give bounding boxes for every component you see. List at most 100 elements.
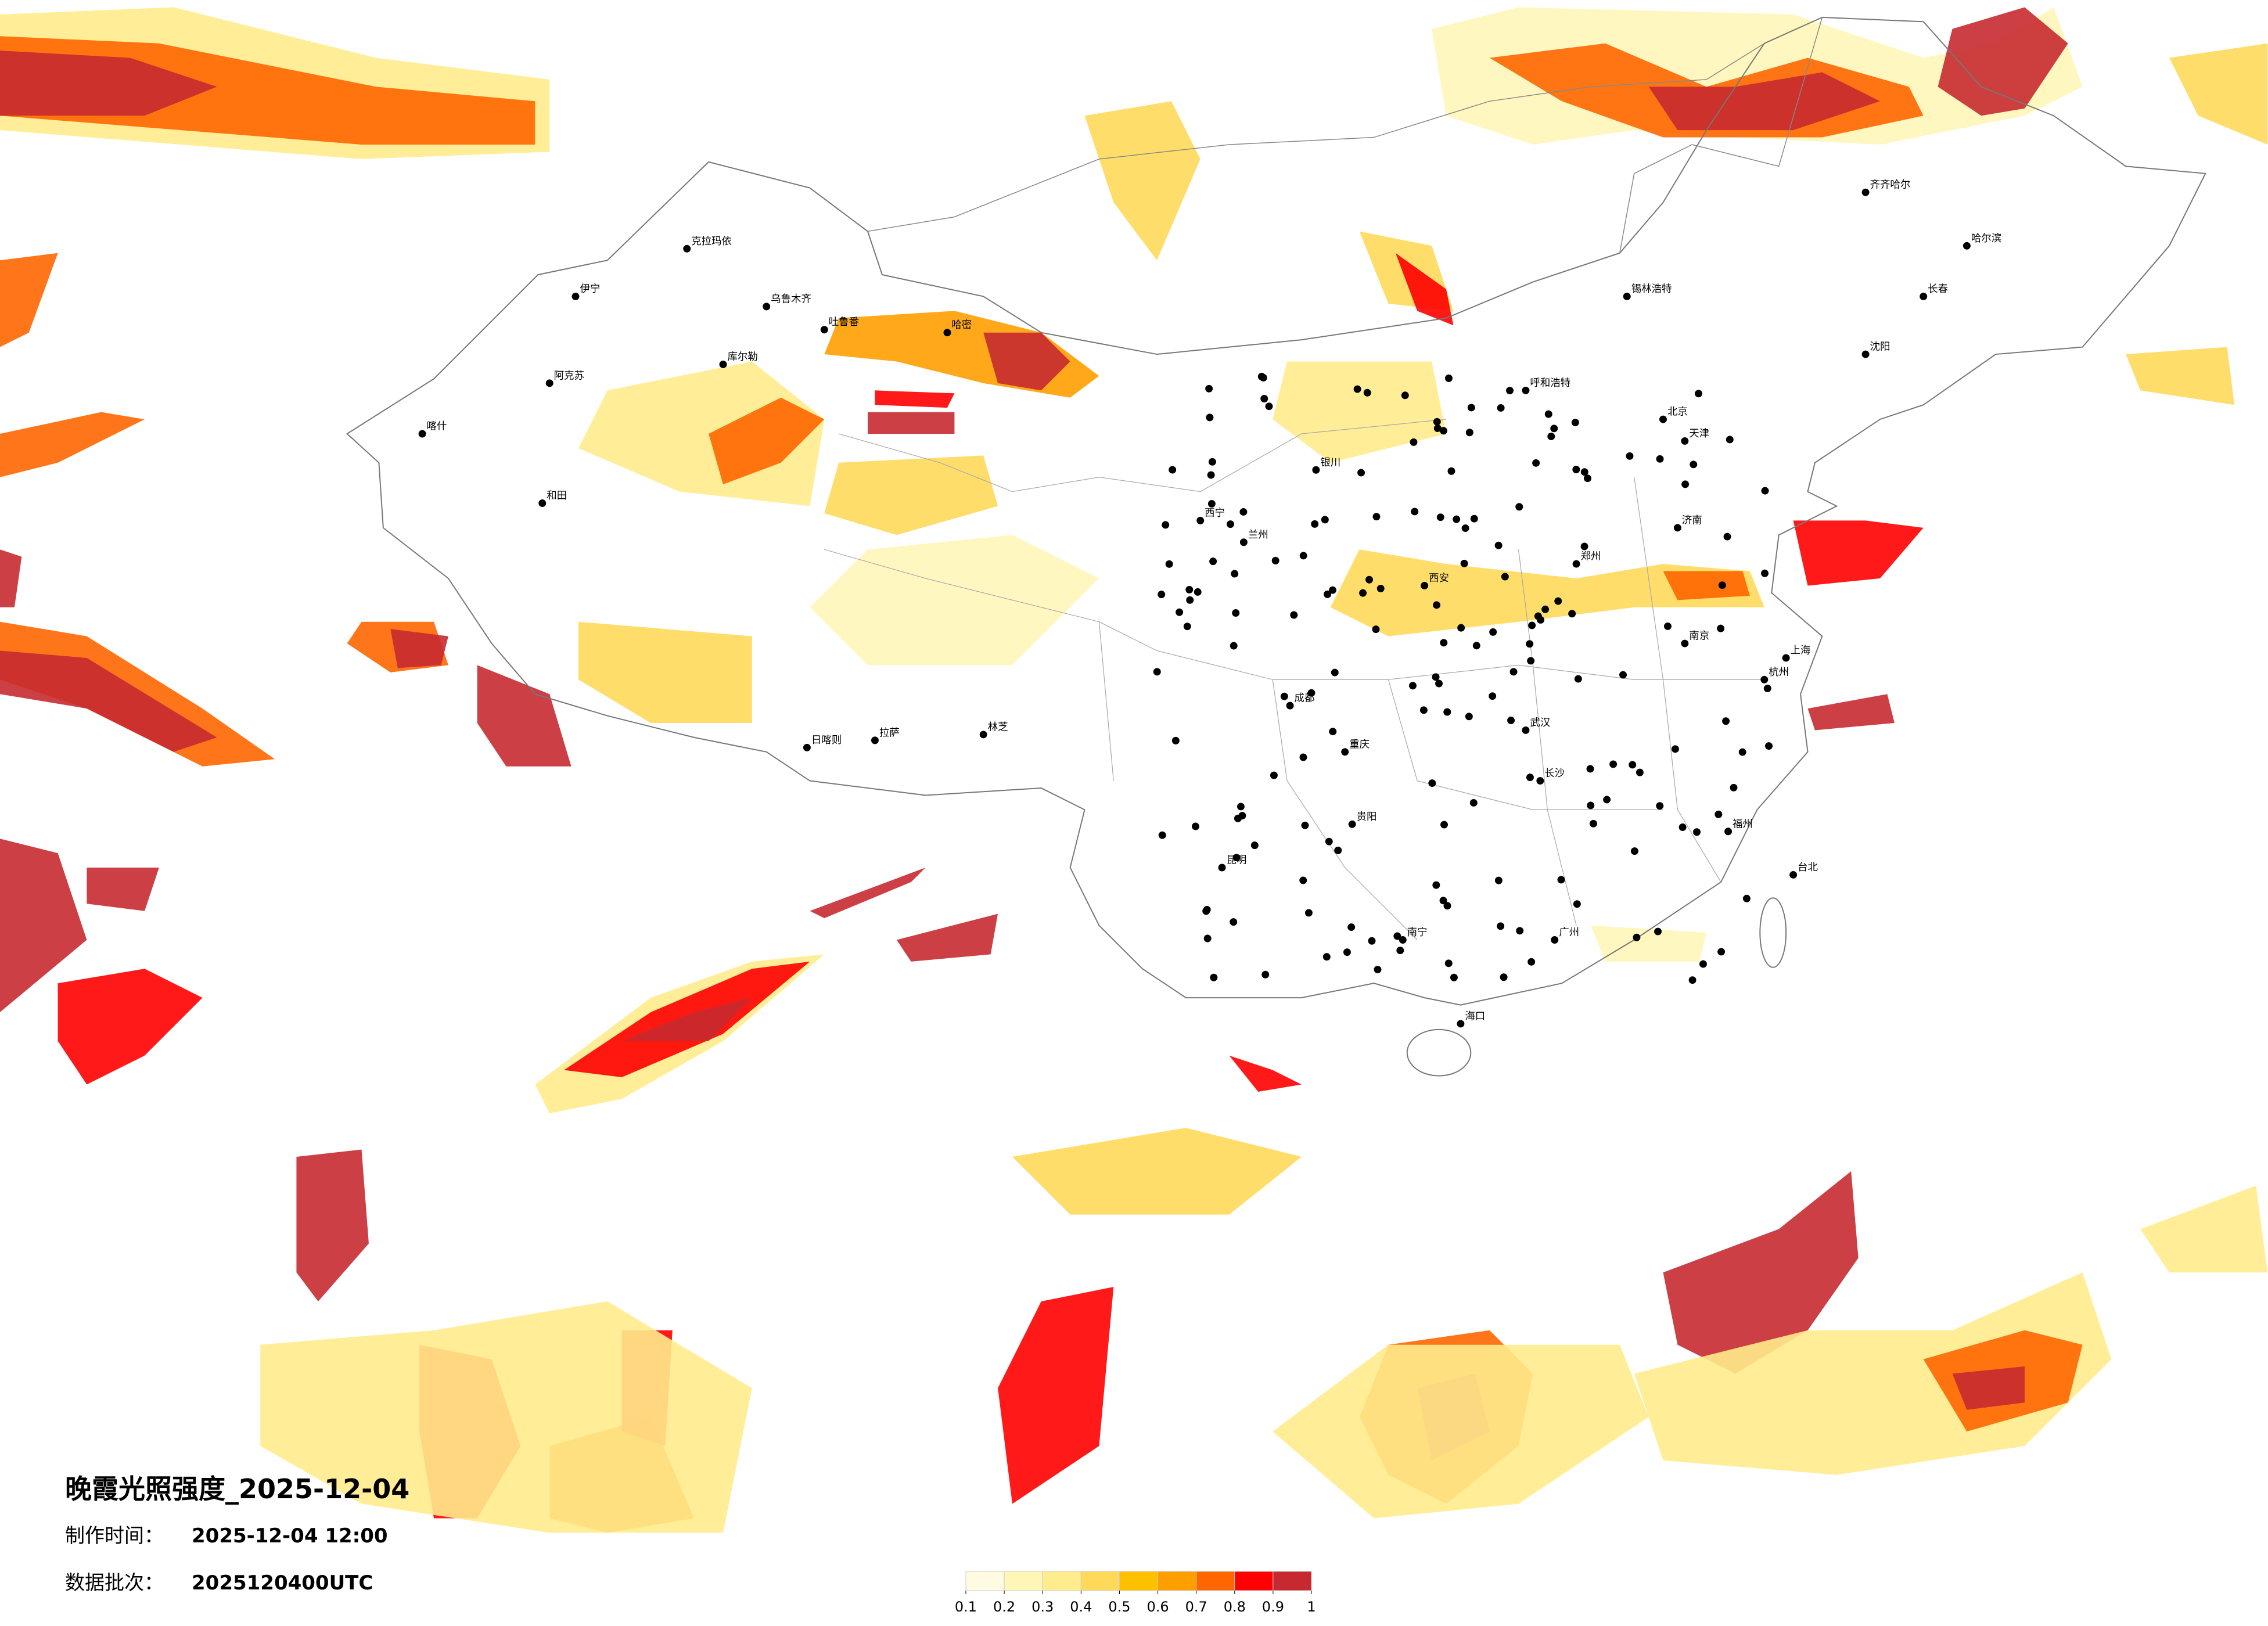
colorbar-cell (965, 1571, 1005, 1591)
colorbar-cell (1004, 1571, 1043, 1591)
city-dot (1290, 611, 1298, 619)
city-label: 上海 (1791, 645, 1811, 656)
city-dot (1207, 500, 1216, 508)
city-dot (1331, 668, 1339, 677)
heat-blob (1663, 1171, 1859, 1374)
city-dot (1584, 474, 1591, 483)
batch-id: 2025120400UTC (192, 1571, 373, 1595)
city-dot (1715, 810, 1723, 818)
heat-blob (2140, 1185, 2268, 1273)
city-dot (1162, 521, 1170, 529)
city-dot (1321, 516, 1329, 524)
city-dot (1271, 556, 1279, 564)
city-dot (1433, 601, 1441, 609)
city-dot (1411, 508, 1419, 516)
city-dot (1551, 936, 1559, 944)
production-label: 制作时间： (65, 1524, 164, 1548)
heat-blob (983, 332, 1070, 391)
city-dot (1522, 726, 1530, 734)
city-dot (1348, 820, 1356, 828)
city-dot (1270, 771, 1278, 779)
city-dot (1717, 948, 1726, 956)
city-dot (1630, 847, 1638, 855)
city-dot (1208, 458, 1216, 466)
city-dots (1153, 372, 1773, 984)
city-dot (1176, 608, 1184, 616)
city-dot (871, 736, 879, 744)
city-label: 海口 (1465, 1010, 1485, 1022)
city-dot (1761, 487, 1769, 495)
heat-blob (2126, 347, 2235, 405)
city-dot (1681, 639, 1689, 647)
colorbar-label: 0.4 (1070, 1599, 1092, 1615)
city-dot (1718, 581, 1726, 589)
city-dot (1439, 897, 1447, 905)
city-dot (1636, 768, 1644, 776)
city-dot (1192, 822, 1199, 830)
city-dot (1571, 419, 1579, 427)
city-dot (979, 731, 987, 739)
city-dot (1158, 831, 1166, 839)
city-dot (1433, 418, 1441, 426)
city-dot (1626, 452, 1634, 460)
colorbar-cell (1158, 1571, 1197, 1591)
heat-blob (709, 397, 825, 485)
heat-blob (0, 51, 217, 116)
city-dot (1218, 864, 1226, 872)
city-dot (1587, 801, 1595, 810)
city-dot (1527, 657, 1535, 665)
city-dot (1782, 654, 1790, 662)
city-dot (683, 244, 691, 253)
heat-blob (0, 650, 217, 752)
heat-blob (824, 455, 998, 535)
city-dot (1185, 585, 1194, 593)
city-dot (1536, 777, 1544, 785)
city-dot (1532, 459, 1540, 467)
city-dot (1421, 581, 1429, 589)
heat-blob (1938, 7, 2068, 116)
city-dot (1304, 909, 1313, 917)
heat-blob (578, 361, 825, 506)
city-dot (1693, 828, 1701, 836)
city-dot (1763, 685, 1771, 692)
city-label: 西宁 (1205, 508, 1225, 519)
city-dot (1436, 513, 1444, 521)
city-dot (1363, 388, 1371, 397)
heat-blob (0, 412, 145, 477)
city-dot (1299, 552, 1307, 560)
city-label: 贵阳 (1357, 811, 1377, 823)
heat-blob (810, 868, 926, 919)
city-dot (1324, 590, 1332, 598)
city-dot (1742, 894, 1751, 902)
province-borders (824, 419, 1764, 940)
heat-blob (477, 665, 572, 767)
heat-blob (2169, 43, 2268, 145)
city-dot (1761, 569, 1769, 577)
city-label: 重庆 (1349, 739, 1370, 750)
city-dot (1443, 902, 1451, 910)
heat-blob (1663, 571, 1750, 600)
city-dot (1724, 828, 1733, 836)
city-dot (1239, 508, 1248, 516)
colorbar-label: 0.3 (1031, 1599, 1054, 1615)
city-dot (1730, 783, 1738, 792)
city-dot (1963, 242, 1971, 250)
city-dot (1515, 503, 1523, 511)
heat-blob (296, 1149, 369, 1301)
city-dot (1401, 391, 1409, 400)
city-dot (1357, 469, 1365, 477)
colorbar-cell (1234, 1571, 1274, 1591)
heat-blob (1591, 925, 1707, 962)
city-dot (1460, 559, 1468, 567)
city-dot (1410, 438, 1418, 446)
city-label: 昆明 (1227, 855, 1247, 866)
city-dot (1861, 350, 1870, 358)
city-dot (1359, 589, 1367, 597)
city-dot (1526, 640, 1534, 648)
city-dot (1717, 624, 1725, 632)
colorbar-label: 0.9 (1262, 1599, 1284, 1615)
city-dot (1590, 819, 1597, 828)
city-dot (1671, 745, 1679, 753)
city-dot (1497, 922, 1505, 930)
